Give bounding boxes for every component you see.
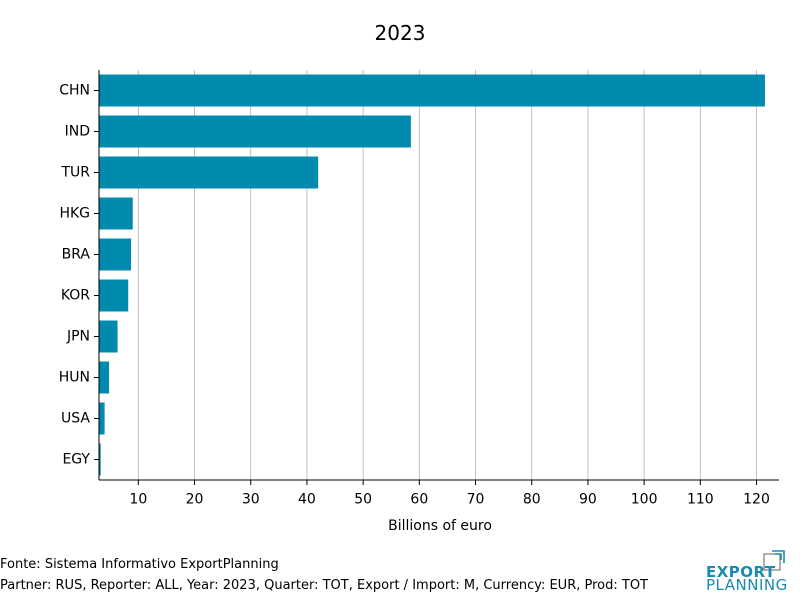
x-tick-label: 50 bbox=[354, 492, 372, 508]
x-tick-label: 90 bbox=[579, 492, 597, 508]
y-tick-label: HUN bbox=[59, 370, 90, 386]
y-tick-label: BRA bbox=[62, 247, 91, 263]
x-tick-label: 70 bbox=[467, 492, 485, 508]
x-tick-label: 60 bbox=[410, 492, 428, 508]
bar-jpn bbox=[99, 320, 118, 353]
bar-ind bbox=[99, 115, 411, 148]
y-tick-label: EGY bbox=[62, 452, 90, 468]
chart-title: 2023 bbox=[375, 21, 426, 45]
x-axis-label: Billions of euro bbox=[388, 518, 492, 534]
y-tick-label: TUR bbox=[60, 165, 90, 181]
logo-word-planning: PLANNING bbox=[706, 576, 788, 594]
y-tick-label: USA bbox=[61, 411, 90, 427]
bar-tur bbox=[99, 156, 319, 189]
bars bbox=[99, 74, 765, 476]
x-tick-label: 110 bbox=[687, 492, 714, 508]
x-tick-label: 100 bbox=[631, 492, 658, 508]
bar-chn bbox=[99, 74, 765, 107]
bar-chart: 2023 CHN IND TUR HKG BRA KOR JPN HUN USA EGY 10 20… bbox=[59, 21, 779, 534]
x-tick-labels: 10 20 30 40 50 60 70 80 90 100 110 120 bbox=[129, 492, 769, 508]
x-tick-label: 20 bbox=[186, 492, 204, 508]
bar-hkg bbox=[99, 197, 133, 230]
y-tick-labels: CHN IND TUR HKG BRA KOR JPN HUN USA EGY bbox=[59, 83, 91, 468]
bar-kor bbox=[99, 279, 129, 312]
footer-source: Fonte: Sistema Informativo ExportPlannin… bbox=[0, 557, 279, 572]
axes bbox=[94, 70, 779, 485]
logo-mark-icon bbox=[763, 550, 785, 571]
x-tick-label: 80 bbox=[523, 492, 541, 508]
bar-usa bbox=[99, 402, 105, 435]
y-tick-label: JPN bbox=[66, 329, 90, 345]
logo-word-export: EXPORT bbox=[706, 563, 776, 581]
x-tick-label: 10 bbox=[129, 492, 147, 508]
y-tick-label: CHN bbox=[59, 83, 90, 99]
bar-egy bbox=[99, 443, 101, 476]
y-tick-label: HKG bbox=[59, 206, 90, 222]
y-tick-label: IND bbox=[65, 124, 90, 140]
y-tick-label: KOR bbox=[61, 288, 90, 304]
footer-parameters: Partner: RUS, Reporter: ALL, Year: 2023,… bbox=[0, 578, 649, 593]
x-tick-label: 30 bbox=[242, 492, 260, 508]
x-tick-label: 40 bbox=[298, 492, 316, 508]
bar-bra bbox=[99, 238, 132, 271]
bar-hun bbox=[99, 361, 110, 394]
exportplanning-logo: EXPORT PLANNING bbox=[706, 545, 798, 597]
x-tick-label: 120 bbox=[743, 492, 770, 508]
